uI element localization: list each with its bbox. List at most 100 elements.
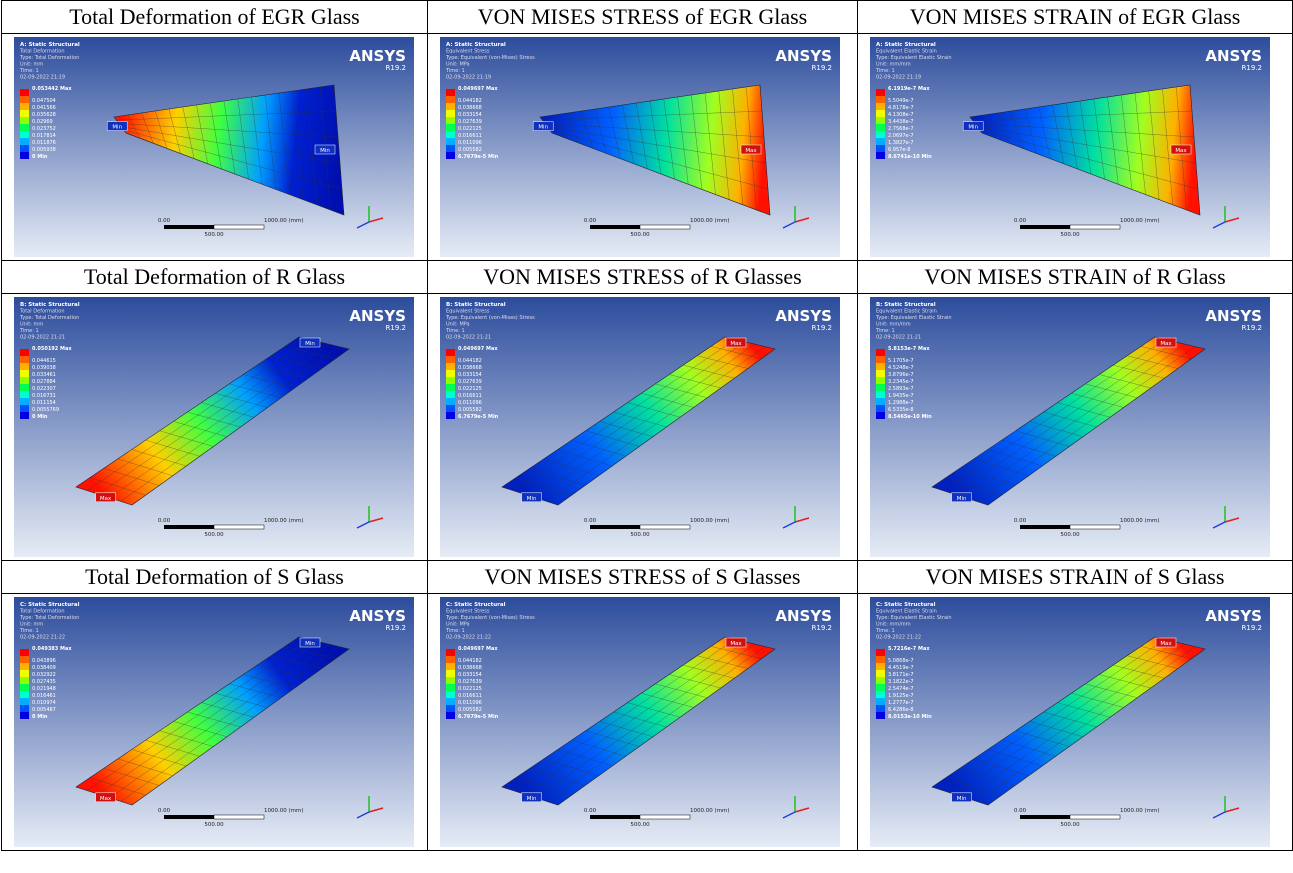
heading: VON MISES STRESS of S Glasses (428, 561, 858, 594)
legend-label: 0.053442 Max (32, 86, 72, 92)
legend-label: 4.5248e-7 (888, 365, 914, 371)
legend-swatch (20, 356, 29, 363)
legend-swatch (446, 705, 455, 712)
info-line: Time: 1 (19, 628, 39, 634)
legend-label: 0.049697 Max (458, 86, 498, 92)
panel-cell: A: Static StructuralEquivalent Elastic S… (858, 34, 1293, 261)
legend-label: 0.033461 (32, 372, 56, 378)
legend-label: 0.011876 (32, 140, 56, 146)
legend-label: 6.7679e-5 Min (458, 714, 499, 720)
scale-black (164, 525, 214, 529)
scale-mid: 500.00 (204, 822, 224, 828)
legend-label: 0.038668 (458, 105, 482, 111)
legend-label: 3.1822e-7 (888, 679, 914, 685)
legend-swatch (876, 370, 885, 377)
info-line: 02-09-2022 21:21 (20, 335, 65, 341)
marker-label: Min (968, 125, 978, 131)
info-line: Time: 1 (445, 328, 465, 334)
marker-label: Min (538, 125, 548, 131)
info-line: 02-09-2022 21:21 (446, 335, 491, 341)
panel-cell: B: Static StructuralEquivalent StressTyp… (428, 294, 858, 561)
legend-swatch (446, 349, 455, 356)
info-line: Type: Equivalent (von-Mises) Stress (445, 615, 535, 621)
legend-swatch (876, 670, 885, 677)
simulation-image: C: Static StructuralTotal DeformationTyp… (14, 597, 414, 847)
info-line: Total Deformation (19, 309, 65, 315)
marker-label: Max (1160, 341, 1172, 347)
info-line: Time: 1 (875, 628, 895, 634)
legend-label: 0.005582 (458, 147, 482, 153)
legend-label: 8.6741e-10 Min (888, 154, 932, 160)
legend-swatch (446, 398, 455, 405)
scale-end: 1000.00 (mm) (1120, 218, 1160, 224)
marker-label: Max (100, 796, 112, 802)
scale-start: 0.00 (1014, 218, 1027, 224)
legend-label: 3.2345e-7 (888, 379, 914, 385)
legend-swatch (20, 405, 29, 412)
marker-label: Max (1160, 641, 1172, 647)
legend-label: 0.0055769 (32, 407, 59, 413)
heading: VON MISES STRAIN of R Glass (858, 261, 1293, 294)
marker-label: Min (527, 496, 537, 502)
legend-swatch (876, 356, 885, 363)
legend-swatch (446, 663, 455, 670)
scale-start: 0.00 (584, 518, 597, 524)
legend-swatch (876, 405, 885, 412)
scale-mid: 500.00 (204, 532, 224, 538)
scale-black (590, 525, 640, 529)
scale-black (164, 225, 214, 229)
legend-label: 0.033154 (458, 372, 482, 378)
scale-white (640, 225, 690, 229)
info-line: 02-09-2022 21:19 (876, 75, 921, 81)
legend-swatch (876, 656, 885, 663)
legend-swatch (20, 152, 29, 159)
legend-label: 1.2988e-7 (888, 400, 914, 406)
scale-start: 0.00 (158, 808, 171, 814)
info-line: 02-09-2022 21:19 (446, 75, 491, 81)
legend-swatch (876, 131, 885, 138)
marker-label: Max (100, 496, 112, 502)
version: R19.2 (812, 624, 832, 632)
legend-label: 0.017814 (32, 133, 56, 139)
version: R19.2 (386, 324, 406, 332)
legend-label: 0.035628 (32, 112, 56, 118)
scale-black (1020, 225, 1070, 229)
scale-white (640, 815, 690, 819)
legend-swatch (20, 391, 29, 398)
legend-swatch (446, 677, 455, 684)
info-line: Unit: MPa (446, 322, 470, 328)
legend-label: 0.049697 Max (458, 646, 498, 652)
info-line: 02-09-2022 21:19 (20, 75, 65, 81)
scale-mid: 500.00 (630, 232, 650, 238)
info-line: Unit: mm (20, 62, 43, 68)
legend-label: 6.957e-8 (888, 147, 910, 153)
legend-label: 0.011154 (32, 400, 56, 406)
info-line: 02-09-2022 21:22 (446, 635, 491, 641)
panel-cell: C: Static StructuralEquivalent Elastic S… (858, 594, 1293, 851)
legend-swatch (446, 649, 455, 656)
legend-swatch (876, 349, 885, 356)
legend-label: 0.038409 (32, 665, 56, 671)
panel-cell: A: Static StructuralEquivalent StressTyp… (428, 34, 858, 261)
legend-swatch (20, 649, 29, 656)
scale-end: 1000.00 (mm) (690, 808, 730, 814)
legend-swatch (446, 103, 455, 110)
scale-start: 0.00 (158, 518, 171, 524)
scale-black (590, 225, 640, 229)
brand: ANSYS (1205, 607, 1262, 625)
results-table: Total Deformation of EGR GlassVON MISES … (1, 0, 1293, 851)
legend-swatch (446, 391, 455, 398)
legend-swatch (446, 412, 455, 419)
scale-end: 1000.00 (mm) (690, 518, 730, 524)
scale-end: 1000.00 (mm) (690, 218, 730, 224)
info-line: Equivalent Stress (446, 309, 490, 315)
legend-swatch (446, 370, 455, 377)
panel-row: C: Static StructuralTotal DeformationTyp… (2, 594, 1293, 851)
legend-label: 2.5893e-7 (888, 386, 914, 392)
legend-swatch (446, 656, 455, 663)
marker-label: Min (957, 496, 967, 502)
marker-label: Min (957, 796, 967, 802)
info-line: Type: Equivalent (von-Mises) Stress (445, 315, 535, 321)
